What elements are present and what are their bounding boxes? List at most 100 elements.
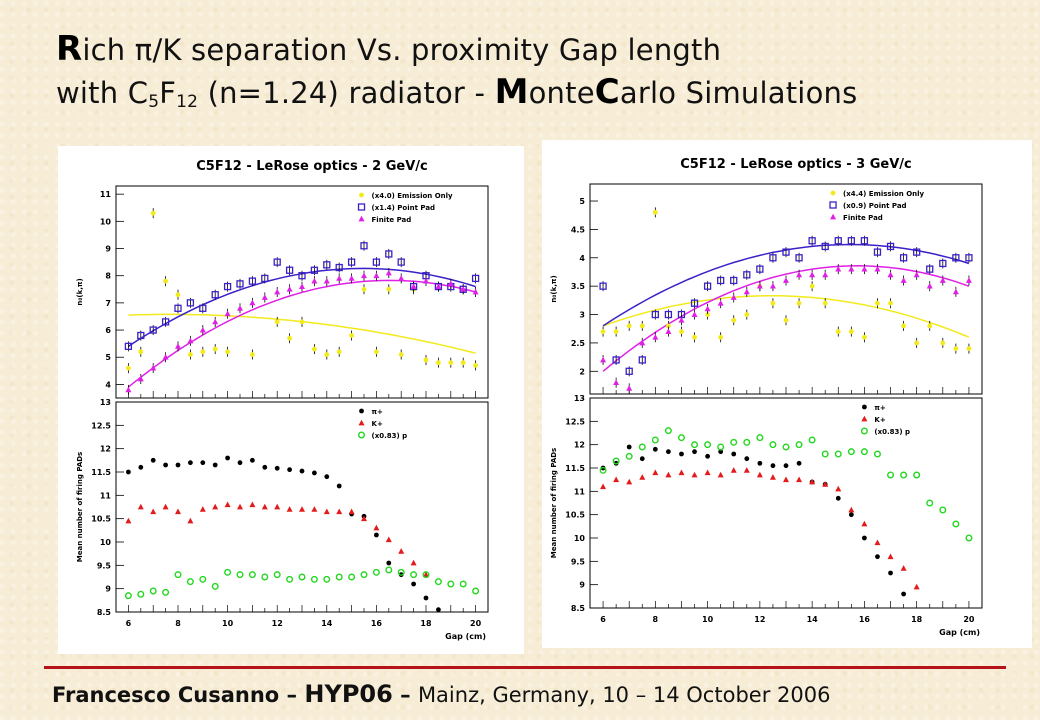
data-point [861,265,868,272]
data-point [423,357,429,363]
data-point [436,360,441,366]
data-point [250,352,255,357]
y-axis-label: n₀(k,π) [76,278,84,305]
data-point [472,587,480,595]
data-point [336,483,342,489]
data-point [848,512,854,518]
data-point [848,329,854,334]
data-point [638,443,646,451]
data-point [361,515,367,522]
data-point [323,575,331,583]
data-point [161,318,170,326]
data-point [901,591,906,597]
data-point [730,294,737,300]
data-point [360,571,368,579]
data-point [914,340,920,346]
data-point [783,463,789,469]
data-point [323,261,331,269]
data-point [666,449,671,455]
footer-dash-2: – [392,683,418,707]
data-point [769,441,777,449]
data-point [448,360,454,366]
data-point [200,349,206,355]
data-point [422,571,430,579]
y-tick-label: 11.5 [565,464,585,473]
y-tick-label: 8.5 [97,608,112,617]
data-point [795,254,803,262]
data-point [434,578,442,586]
data-point [875,554,880,560]
data-point [199,575,207,583]
data-point [692,449,697,455]
data-point [940,340,946,346]
data-point [137,590,145,598]
data-point [770,463,776,469]
data-point [756,265,764,273]
title-text-c: (n=1.24) radiator - [198,76,495,110]
data-point [835,495,841,501]
title-initial-r: R [56,29,83,69]
data-point [311,506,318,512]
data-point [336,349,342,355]
data-point [174,304,182,312]
legend-marker [357,203,366,211]
data-point [138,464,144,470]
data-point [743,467,750,473]
x-tick-label: 10 [222,619,234,628]
data-point [236,280,244,288]
data-point [704,305,711,312]
data-point [862,334,867,340]
data-point [717,471,724,478]
data-point [743,438,751,446]
data-point [473,362,478,368]
y-tick-label: 8.5 [571,604,586,613]
data-point [599,466,607,474]
fit-curve [602,295,970,338]
data-point [704,469,711,476]
data-point [639,456,645,462]
data-point [873,450,881,458]
y-axis-label: n₀(k,π) [550,275,558,302]
data-point [237,305,243,311]
legend-label: (x4.0) Emission Only [372,192,454,200]
data-point [965,534,973,542]
y-tick-label: 12 [574,441,585,450]
data-point [398,548,405,554]
data-point [126,469,131,475]
plot-title: C5F12 - LeRose optics - 2 GeV/c [196,159,428,174]
data-point [679,451,684,457]
data-point [349,333,354,338]
data-point [385,269,392,276]
data-point [887,271,894,278]
x-tick-label: 10 [702,615,714,624]
data-point [874,539,881,546]
y-tick-label: 4 [579,254,585,263]
data-point [769,474,776,480]
title-text-d: onte [528,76,595,110]
x-tick-label: 6 [600,615,606,624]
data-point [286,575,294,583]
y-tick-label: 12 [100,445,111,454]
data-point [273,258,281,266]
data-point [835,485,842,492]
data-point [472,288,479,295]
y-tick-label: 10 [100,538,112,547]
legend-marker [359,192,364,198]
legend-label: (x1.4) Point Pad [372,204,436,212]
data-point [939,277,946,283]
data-point [212,462,218,468]
data-point [927,323,933,329]
legend-marker [862,404,867,410]
data-point [783,476,789,483]
data-point [162,588,170,596]
legend-label: K+ [874,416,885,424]
title-line-1-text: ich π/K separation Vs. proximity Gap len… [82,33,722,67]
data-point [397,258,405,266]
data-point [411,581,416,587]
y-tick-label: 10.5 [91,515,111,524]
data-point [848,506,855,513]
fit-curve [602,265,970,372]
y-tick-label: 11 [574,487,586,496]
data-point [952,288,959,295]
data-point [888,300,893,306]
